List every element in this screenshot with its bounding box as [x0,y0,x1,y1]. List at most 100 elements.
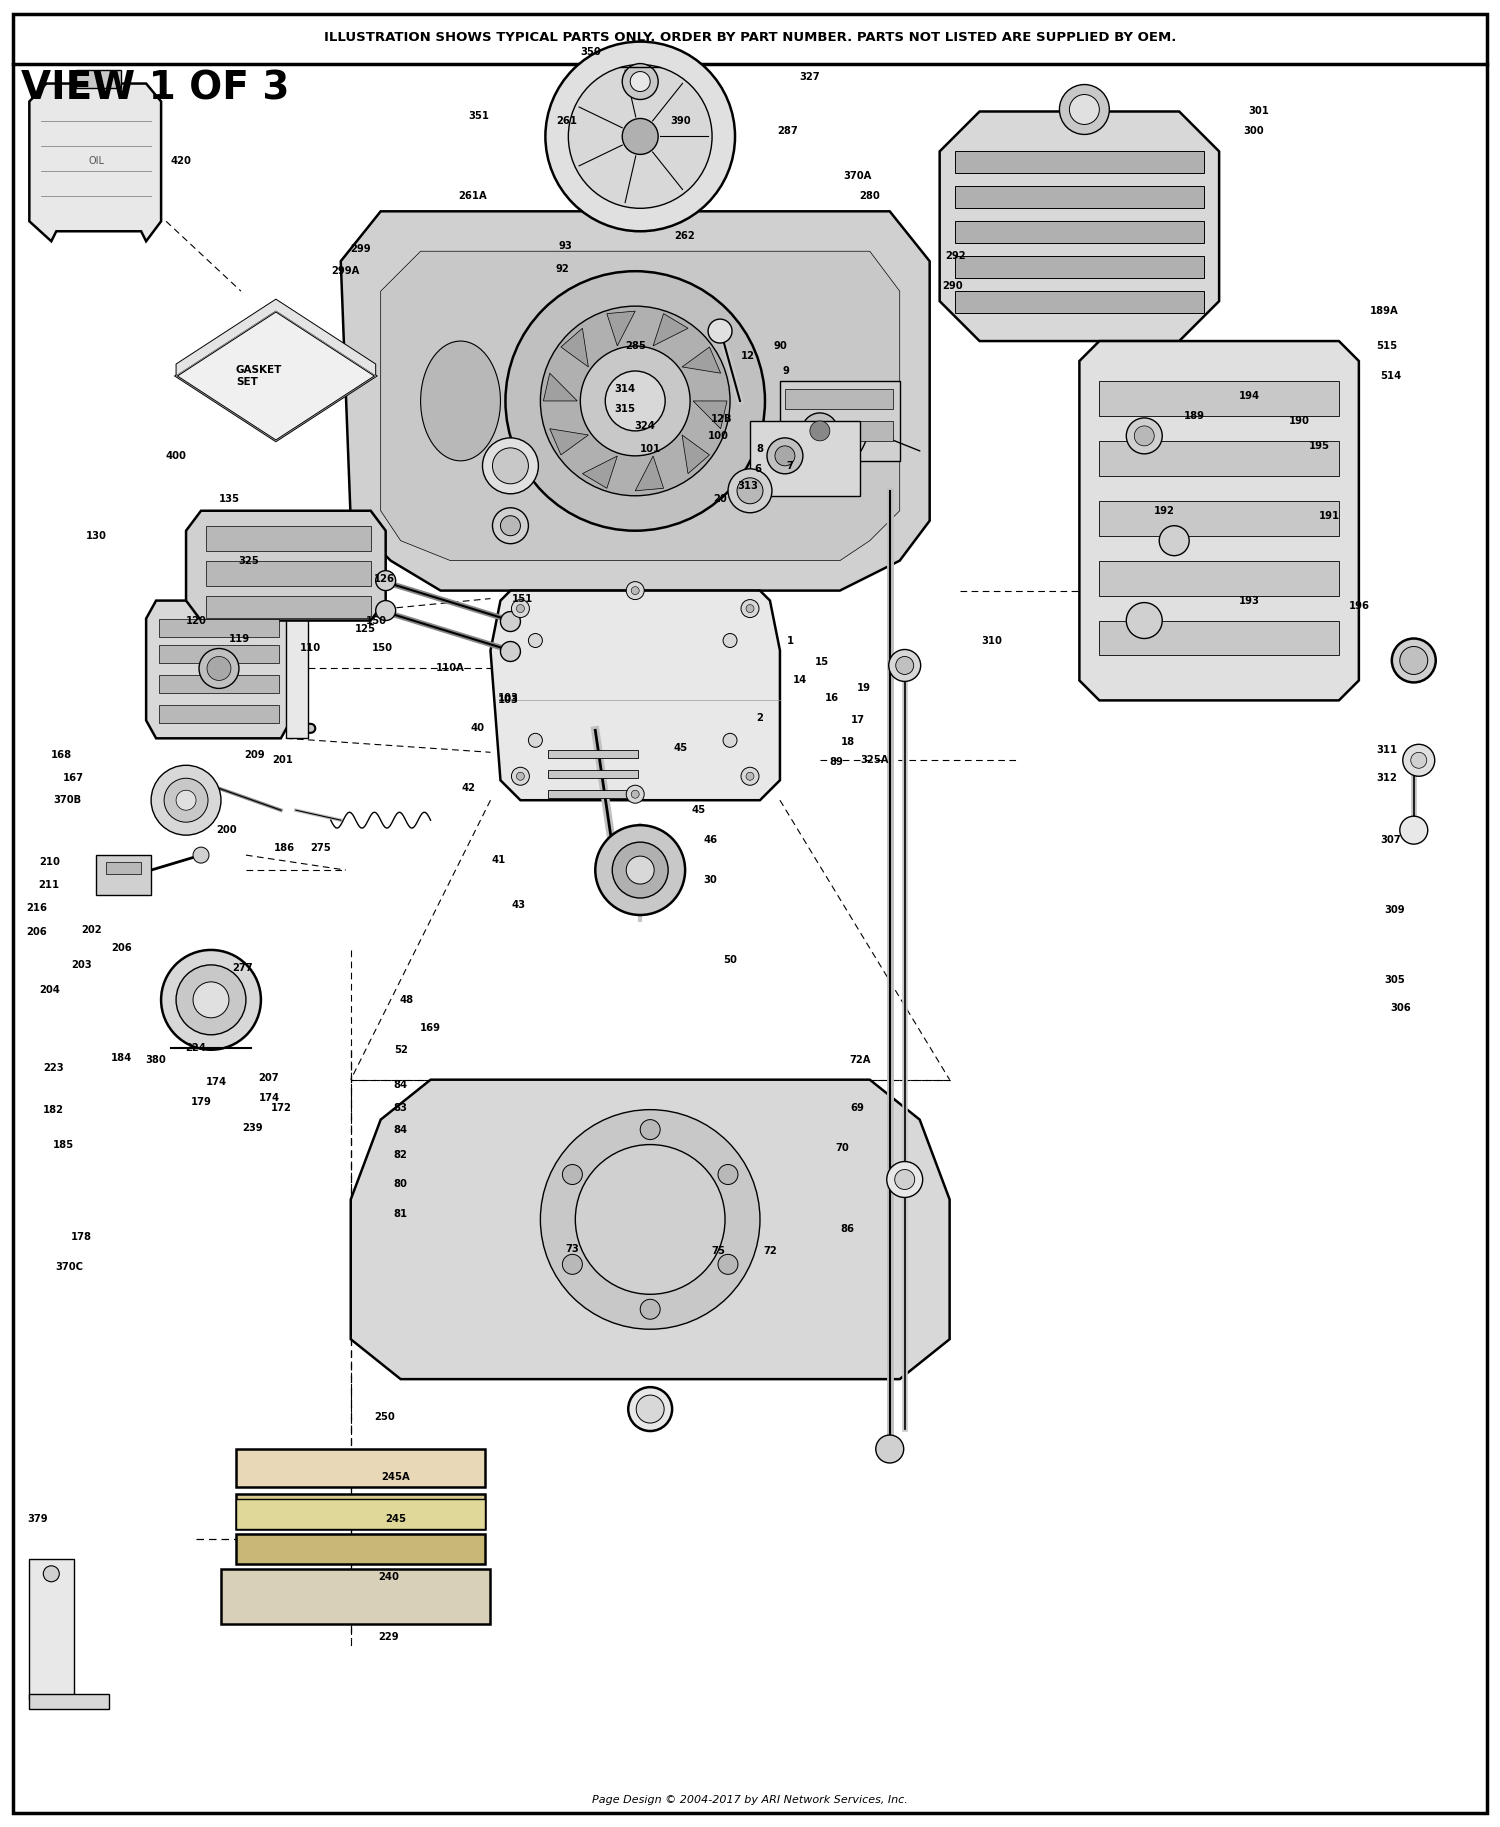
Text: 150: 150 [372,643,393,654]
Text: 211: 211 [39,881,60,890]
Text: 84: 84 [393,1125,408,1135]
Text: 201: 201 [273,755,294,766]
Bar [1100,501,1340,535]
Text: 224: 224 [186,1043,207,1052]
Text: 48: 48 [399,996,414,1005]
Text: 390: 390 [670,117,690,126]
Text: 16: 16 [825,694,839,703]
Polygon shape [351,1080,950,1379]
Text: 350: 350 [580,48,600,57]
Polygon shape [682,435,709,473]
Circle shape [776,446,795,466]
Circle shape [746,773,754,780]
Text: 119: 119 [228,634,249,643]
Circle shape [528,733,543,747]
Circle shape [1412,753,1426,769]
Circle shape [876,1434,903,1463]
Text: 275: 275 [310,842,332,853]
Bar [236,1498,486,1529]
Text: 420: 420 [171,157,192,166]
Circle shape [886,1162,922,1197]
Text: 370A: 370A [843,172,872,181]
Text: 52: 52 [393,1045,408,1054]
Circle shape [375,601,396,621]
Polygon shape [652,314,688,345]
Polygon shape [582,457,618,488]
Bar [750,420,859,495]
Text: 184: 184 [111,1052,132,1063]
Text: 250: 250 [375,1412,394,1421]
Bar [954,290,1204,312]
Circle shape [1400,647,1428,674]
Bar [159,619,279,636]
Text: 207: 207 [258,1072,279,1083]
Text: 400: 400 [165,451,186,460]
Text: 290: 290 [942,281,963,290]
Circle shape [1126,603,1162,638]
Circle shape [723,634,736,647]
Bar [206,526,370,550]
Text: 84: 84 [393,1080,408,1089]
Text: 191: 191 [1318,512,1340,521]
Circle shape [718,1164,738,1184]
Circle shape [626,857,654,884]
Polygon shape [146,601,291,738]
Text: 42: 42 [462,784,476,793]
Text: 277: 277 [232,963,254,974]
Polygon shape [490,590,780,800]
Polygon shape [176,300,375,376]
Circle shape [888,649,921,681]
Text: 120: 120 [186,616,207,625]
Text: 92: 92 [555,265,568,274]
Text: 370B: 370B [53,795,81,806]
Text: 174: 174 [206,1076,226,1087]
Circle shape [483,438,538,493]
Text: 80: 80 [393,1180,408,1189]
Bar [30,1694,109,1708]
Text: 83: 83 [393,1104,408,1113]
Text: 151: 151 [512,594,532,603]
Text: GASKET
SET: GASKET SET [236,365,282,387]
Circle shape [746,605,754,612]
Text: 135: 135 [219,493,240,504]
Bar [206,596,370,618]
Text: 192: 192 [1154,506,1174,515]
Circle shape [728,470,772,513]
Text: 20: 20 [712,493,728,504]
Circle shape [1160,526,1190,555]
Text: 229: 229 [378,1632,399,1642]
Circle shape [636,1396,664,1423]
Circle shape [528,634,543,647]
Bar [954,152,1204,174]
Bar [286,619,308,738]
Circle shape [44,1566,60,1582]
Circle shape [580,345,690,457]
Text: 41: 41 [492,855,506,866]
Circle shape [512,599,530,618]
Text: 45: 45 [674,744,687,753]
Polygon shape [693,400,728,429]
Text: 72A: 72A [849,1054,870,1065]
Circle shape [1059,84,1110,135]
Text: 12: 12 [741,351,754,362]
Bar [206,561,370,586]
Circle shape [626,786,644,804]
Text: 178: 178 [70,1233,92,1242]
Bar [549,791,638,798]
Text: 30: 30 [704,875,717,884]
Text: 110A: 110A [436,663,465,674]
Circle shape [194,981,230,1018]
Polygon shape [176,311,375,440]
Text: 193: 193 [1239,596,1260,605]
Circle shape [562,1255,582,1273]
Text: 2: 2 [756,713,764,723]
Bar [549,771,638,778]
Text: 245A: 245A [381,1473,410,1482]
Text: VIEW 1 OF 3: VIEW 1 OF 3 [21,69,290,108]
Bar [1100,621,1340,656]
Bar [159,645,279,663]
Text: 81: 81 [393,1209,408,1219]
Circle shape [741,767,759,786]
Circle shape [160,950,261,1051]
Bar [784,389,892,409]
